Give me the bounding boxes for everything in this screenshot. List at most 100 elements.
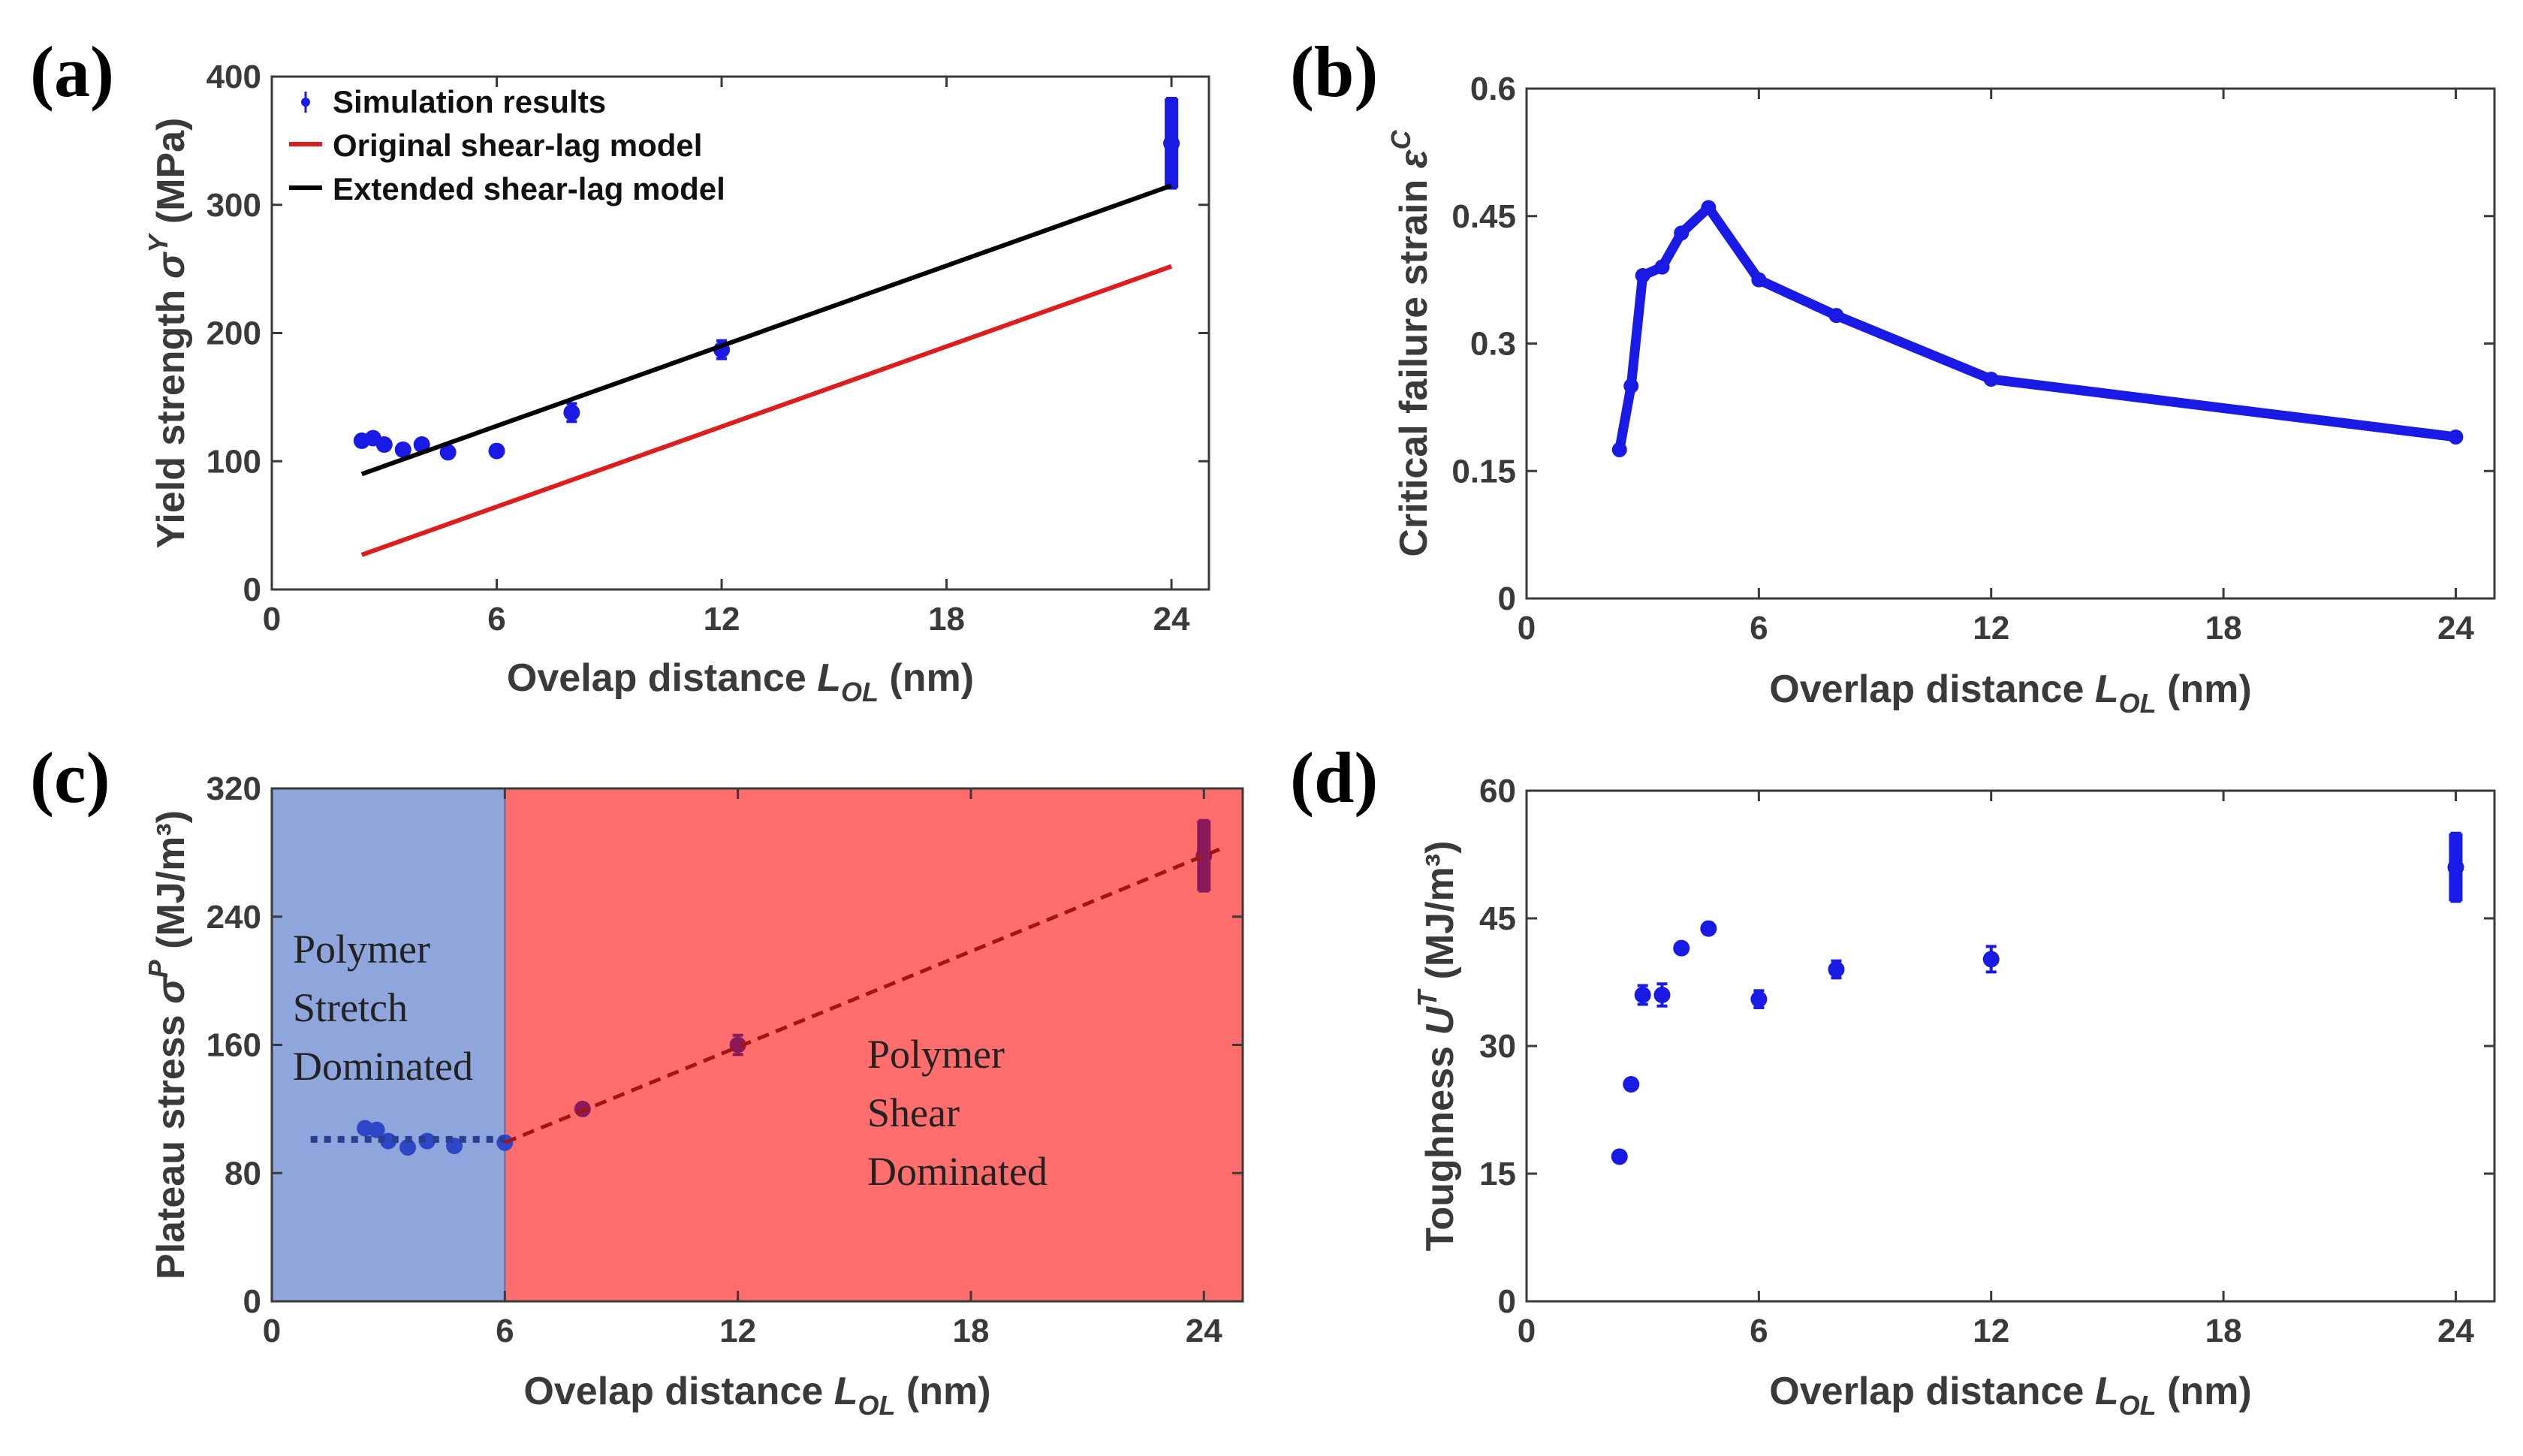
x-tick-label: 24: [2437, 610, 2474, 647]
x-tick-label: 0: [263, 601, 281, 638]
x-tick-label: 18: [2205, 1313, 2242, 1349]
x-tick-label: 24: [2437, 1313, 2474, 1349]
stretch-region: [272, 788, 505, 1301]
data-point: [1163, 134, 1180, 152]
data-point: [1611, 442, 1627, 457]
y-tick-label: 0.15: [1451, 453, 1516, 490]
y-tick-label: 0.3: [1470, 326, 1516, 363]
panel-c: Polymer Stretch Dominated Polymer Shear Domin…: [30, 737, 1244, 1421]
y-tick-label: 60: [1479, 773, 1516, 809]
data-point: [1611, 1148, 1628, 1165]
x-tick-label: 12: [704, 601, 740, 638]
x-tick-label: 24: [1186, 1313, 1222, 1349]
data-point: [1700, 920, 1717, 937]
y-tick-label: 100: [206, 443, 261, 480]
data-point: [413, 436, 430, 454]
data-point: [1983, 372, 1999, 387]
y-tick-label: 200: [206, 315, 261, 352]
panel-b: 0 6 12 18 24 0 0.15 0.3 0.45 0.6 (b) Overlap distan…: [1290, 32, 2496, 719]
x-tick-label: 18: [952, 1313, 989, 1349]
shear-fit-line: [504, 847, 1220, 1145]
data-point: [368, 1121, 385, 1138]
data-point: [1701, 200, 1717, 216]
x-tick-label: 6: [487, 601, 505, 638]
y-axis-label: Yield strength σY (MPa): [143, 118, 193, 549]
data-point: [1828, 308, 1844, 324]
x-tick-label: 12: [719, 1313, 756, 1349]
series-line-2: [360, 183, 1173, 477]
data-point: [488, 442, 505, 460]
data-point: [1635, 267, 1650, 283]
x-tick-label: 24: [1153, 601, 1190, 638]
x-axis-label: Overlap distance LOL (nm): [1769, 668, 2251, 719]
x-tick-label: 0: [1518, 610, 1536, 647]
data-point: [1982, 951, 2000, 968]
data-point: [1828, 961, 1845, 978]
data-point: [394, 441, 411, 458]
x-axis-label: Ovelap distance LOL (nm): [523, 1370, 990, 1421]
region-label-shear-2: Dominated: [867, 1149, 1047, 1194]
y-tick-label: 0.6: [1470, 71, 1516, 107]
region-label-shear-1: Shear: [867, 1090, 960, 1135]
y-tick-label: 0.45: [1451, 198, 1516, 235]
legend-entry: Original shear-lag model: [333, 128, 702, 163]
y-tick-label: 160: [206, 1027, 261, 1064]
x-tick-label: 18: [2205, 610, 2242, 647]
region-label-shear-0: Polymer: [867, 1032, 1005, 1077]
region-label-stretch-1: Stretch: [293, 985, 408, 1030]
y-tick-label: 15: [1479, 1156, 1516, 1192]
data-point: [1654, 259, 1670, 275]
legend-marker-point: [301, 98, 310, 107]
data-point: [399, 1139, 417, 1156]
data-point: [1634, 987, 1651, 1003]
y-axis-label: Plateau stress σP (MJ/m³): [143, 810, 193, 1280]
data-point: [439, 444, 457, 461]
region-label-stretch-2: Dominated: [293, 1044, 473, 1089]
data-point: [1623, 1076, 1640, 1093]
data-point: [2448, 429, 2464, 445]
y-tick-label: 240: [206, 899, 261, 936]
legend-entry: Simulation results: [333, 84, 606, 119]
panel-d: 0 6 12 18 24 0 15 30 45 60 (d) Overlap distance LOL…: [1290, 737, 2496, 1421]
panel-letter: (b): [1290, 32, 1378, 112]
x-tick-label: 0: [1518, 1313, 1536, 1349]
legend-entry: Extended shear-lag model: [333, 171, 725, 206]
panel-a: 0 6 12 18 24 0 100 200 300 400 Simulation results O…: [30, 32, 1210, 707]
x-tick-label: 12: [1973, 610, 2009, 647]
x-tick-label: 6: [1750, 610, 1768, 647]
y-tick-label: 30: [1479, 1028, 1516, 1065]
y-tick-label: 0: [1498, 580, 1516, 617]
y-axis-label: Toughness UT (MJ/m³): [1412, 841, 1462, 1252]
shear-region: [505, 788, 1243, 1301]
strain-line: [1614, 202, 2461, 455]
data-point: [1751, 272, 1767, 288]
x-tick-label: 18: [928, 601, 965, 638]
series-line-1: [360, 264, 1173, 557]
x-tick-label: 12: [1973, 1313, 2009, 1349]
x-axis-label: Ovelap distance LOL (nm): [507, 656, 974, 707]
region-label-stretch-0: Polymer: [293, 927, 430, 972]
panel-letter: (d): [1290, 737, 1378, 818]
data-point: [1195, 847, 1213, 864]
y-tick-label: 45: [1479, 900, 1516, 937]
y-tick-label: 0: [1498, 1283, 1516, 1320]
y-tick-label: 80: [225, 1155, 261, 1192]
data-point: [1750, 990, 1768, 1008]
x-tick-label: 6: [1750, 1313, 1768, 1349]
data-point: [2447, 859, 2464, 876]
data-point: [563, 404, 580, 421]
y-axis-label: Critical failure strain εC: [1385, 129, 1436, 556]
data-point: [1674, 225, 1690, 241]
data-point: [1653, 987, 1671, 1003]
panel-letter: (a): [30, 32, 114, 112]
y-tick-label: 400: [206, 59, 261, 95]
axes-box: [1525, 789, 2496, 1303]
x-axis-label: Overlap distance LOL (nm): [1769, 1370, 2251, 1421]
legend: Simulation results Original shear-lag mod…: [289, 84, 725, 206]
data-point: [1623, 378, 1639, 394]
data-point: [729, 1036, 746, 1054]
panel-letter: (c): [30, 737, 110, 818]
data-point: [1673, 939, 1690, 957]
y-tick-label: 0: [243, 1283, 261, 1320]
